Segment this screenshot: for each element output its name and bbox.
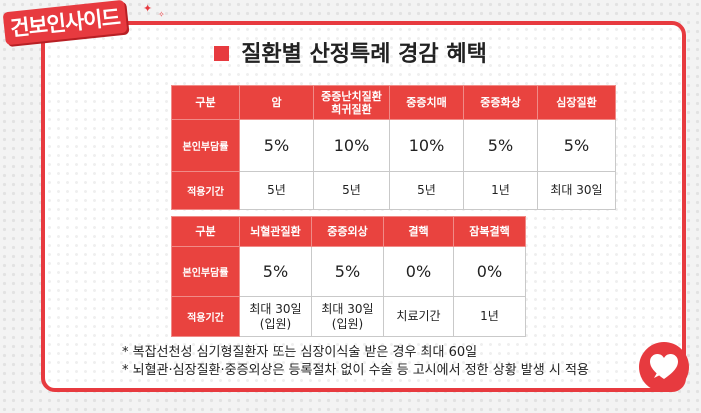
table-cell: 5%	[311, 246, 384, 297]
table-cell: 0%	[383, 246, 454, 297]
table-cell: 5%	[239, 246, 312, 297]
table-header-row: 구분 암 중증난치질환 희귀질환 중증치매 중증화상 심장질환	[171, 85, 616, 120]
header-cell: 중증외상	[311, 216, 384, 247]
header-cell: 중증치매	[389, 85, 464, 120]
table-row: 적용기간 5년 5년 5년 1년 최대 30일	[171, 171, 616, 210]
header-cell: 심장질환	[537, 85, 616, 120]
sparkle-icon: ✦	[143, 2, 153, 15]
table-row: 본인부담률 5% 10% 10% 5% 5%	[171, 119, 616, 172]
table-cell: 5%	[463, 119, 538, 172]
row-label: 본인부담률	[171, 246, 240, 297]
table-cell: 치료기간	[383, 296, 454, 337]
sparkle-icon: ✧	[158, 10, 165, 19]
table-header-row: 구분 뇌혈관질환 중증외상 결핵 잠복결핵	[171, 216, 526, 247]
table-cell: 0%	[453, 246, 526, 297]
footnote: * 뇌혈관·심장질환·중증외상은 등록절차 없이 수술 등 고시에서 정한 상황…	[122, 363, 589, 378]
table-cell: 최대 30일 (입원)	[311, 296, 384, 337]
heart-chat-icon	[639, 342, 689, 392]
table-row: 본인부담률 5% 5% 0% 0%	[171, 246, 526, 297]
header-cell: 암	[239, 85, 314, 120]
header-cell: 중증화상	[463, 85, 538, 120]
row-label: 적용기간	[171, 296, 240, 337]
header-cell: 구분	[171, 216, 240, 247]
footnote: * 복잡선천성 심기형질환자 또는 심장이식술 받은 경우 최대 60일	[122, 345, 478, 360]
table-cell: 최대 30일	[537, 171, 616, 210]
table-cell: 10%	[389, 119, 464, 172]
title-text: 질환별 산정특례 경감 혜택	[241, 42, 487, 67]
row-label: 본인부담률	[171, 119, 240, 172]
table-cell: 5%	[239, 119, 314, 172]
logo-text-b: 인사이드	[45, 5, 121, 37]
heart-icon	[650, 354, 678, 379]
header-cell: 중증난치질환 희귀질환	[313, 85, 390, 120]
table-cell: 5년	[313, 171, 390, 210]
table-cell: 5년	[239, 171, 314, 210]
header-cell: 구분	[171, 85, 240, 120]
table-cell: 1년	[453, 296, 526, 337]
page-title: 질환별 산정특례 경감 혜택	[0, 36, 701, 68]
header-cell: 결핵	[383, 216, 454, 247]
benefit-table-2: 구분 뇌혈관질환 중증외상 결핵 잠복결핵 본인부담률 5% 5% 0% 0% …	[171, 216, 526, 337]
table-cell: 1년	[463, 171, 538, 210]
table-cell: 5년	[389, 171, 464, 210]
benefit-table-1: 구분 암 중증난치질환 희귀질환 중증치매 중증화상 심장질환 본인부담률 5%…	[171, 85, 616, 210]
table-cell: 최대 30일 (입원)	[239, 296, 312, 337]
header-cell: 뇌혈관질환	[239, 216, 312, 247]
table-cell: 5%	[537, 119, 616, 172]
header-cell: 잠복결핵	[453, 216, 526, 247]
table-cell: 10%	[313, 119, 390, 172]
title-square-icon	[214, 45, 230, 61]
table-row: 적용기간 최대 30일 (입원) 최대 30일 (입원) 치료기간 1년	[171, 296, 526, 337]
footnotes: * 복잡선천성 심기형질환자 또는 심장이식술 받은 경우 최대 60일 * 뇌…	[122, 344, 589, 380]
row-label: 적용기간	[171, 171, 240, 210]
